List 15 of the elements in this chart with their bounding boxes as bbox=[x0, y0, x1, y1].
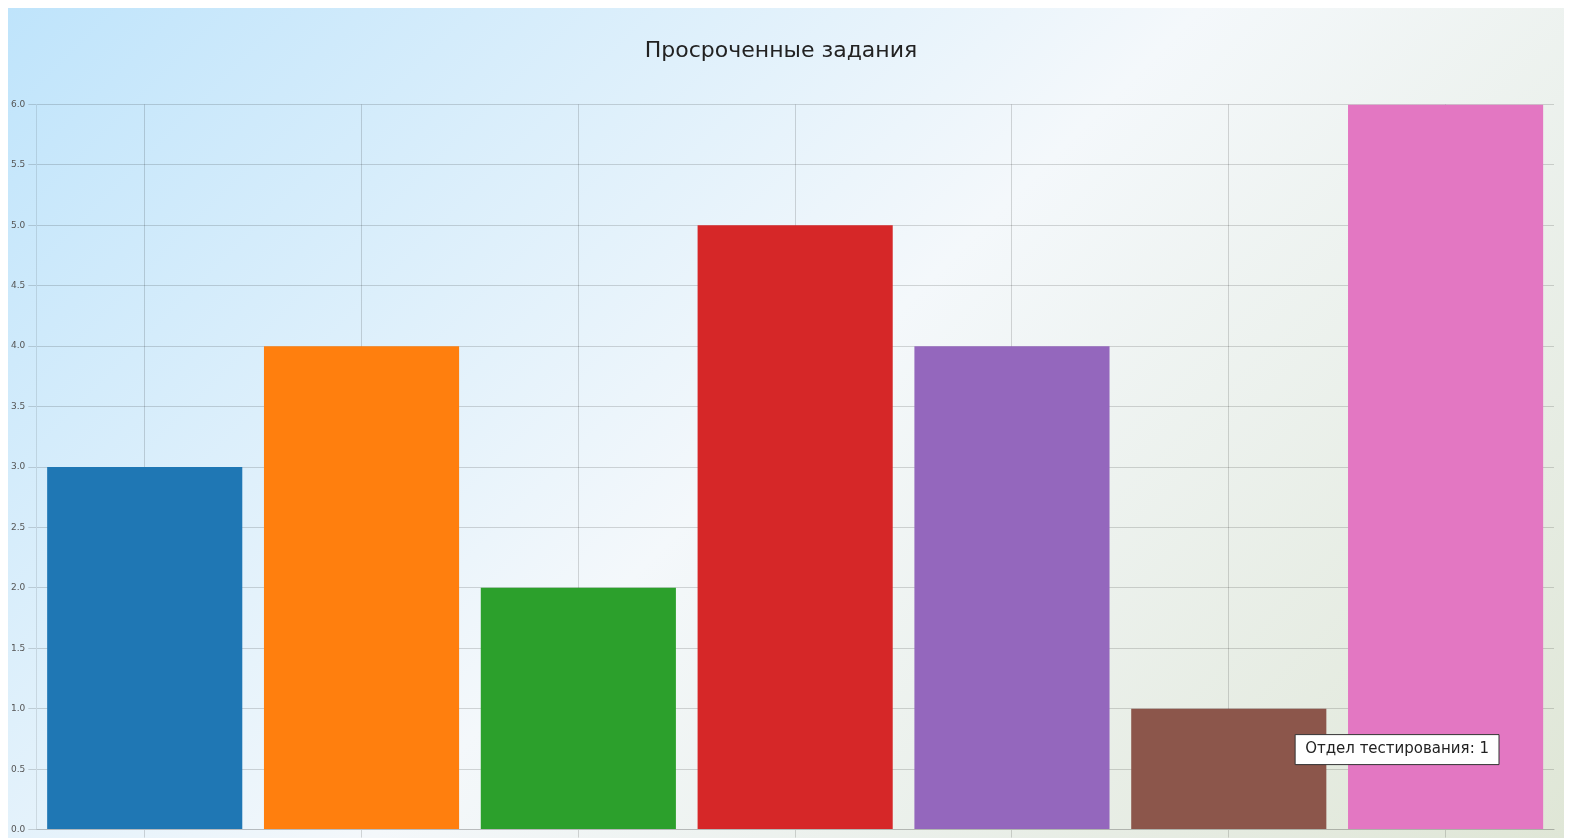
y-tick-label: 2.5 bbox=[10, 521, 26, 532]
y-tick-label: 0.5 bbox=[10, 763, 26, 774]
y-tick-label: 1.0 bbox=[10, 703, 26, 714]
y-tick-label: 4.0 bbox=[10, 340, 26, 351]
y-tick-label: 4.5 bbox=[10, 280, 26, 291]
annotation: Отдел тестирования: 1 bbox=[1305, 739, 1489, 758]
y-tick-label: 3.5 bbox=[10, 400, 26, 411]
y-tick-label: 3.0 bbox=[10, 461, 26, 472]
y-tick-label: 0.0 bbox=[10, 823, 26, 834]
y-tick-label: 2.0 bbox=[10, 582, 26, 593]
y-tick-label: 1.5 bbox=[10, 642, 26, 653]
y-tick-label: 5.0 bbox=[10, 219, 26, 230]
chart-title: Просроченные задания bbox=[644, 36, 918, 62]
y-tick-label: 6.0 bbox=[10, 98, 26, 109]
y-tick-label: 5.5 bbox=[10, 159, 26, 170]
